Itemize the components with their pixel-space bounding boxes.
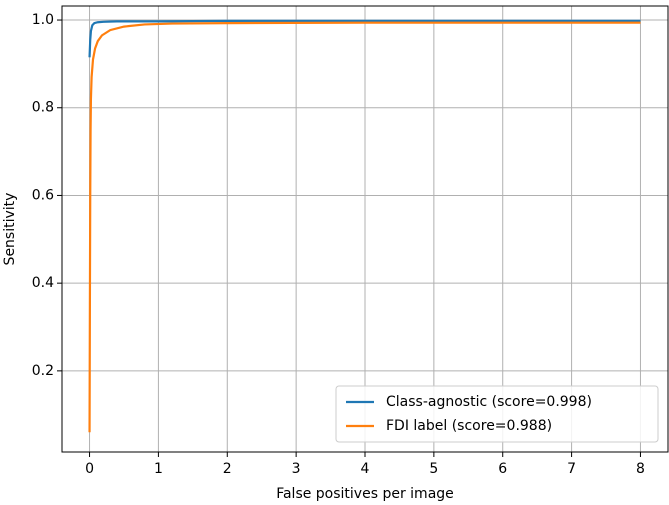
plot-frame xyxy=(61,5,669,453)
y-tick-label: 0.8 xyxy=(32,100,54,116)
x-axis-label: False positives per image xyxy=(276,486,454,502)
x-tick-label: 0 xyxy=(85,461,94,477)
x-tick-label: 3 xyxy=(292,461,301,477)
y-tick-label: 0.4 xyxy=(32,275,54,291)
y-tick-label: 1.0 xyxy=(32,12,54,28)
x-tick-label: 5 xyxy=(429,461,438,477)
x-tick-label: 6 xyxy=(498,461,507,477)
y-tick-label: 0.2 xyxy=(32,363,54,379)
x-tick-label: 4 xyxy=(361,461,370,477)
x-tick-label: 2 xyxy=(223,461,232,477)
y-axis-label: Sensitivity xyxy=(2,193,18,266)
legend-box xyxy=(335,385,659,443)
x-tick-label: 1 xyxy=(154,461,163,477)
data-line xyxy=(88,19,641,58)
x-tick-label: 7 xyxy=(567,461,576,477)
legend: Class-agnostic (score=0.998) FDI label (s… xyxy=(335,385,659,443)
legend-label: FDI label (score=0.988) xyxy=(386,418,552,434)
data-line xyxy=(88,21,641,433)
x-tick-label: 8 xyxy=(636,461,645,477)
legend-label: Class-agnostic (score=0.998) xyxy=(386,394,592,410)
y-tick-label: 0.6 xyxy=(32,187,54,203)
